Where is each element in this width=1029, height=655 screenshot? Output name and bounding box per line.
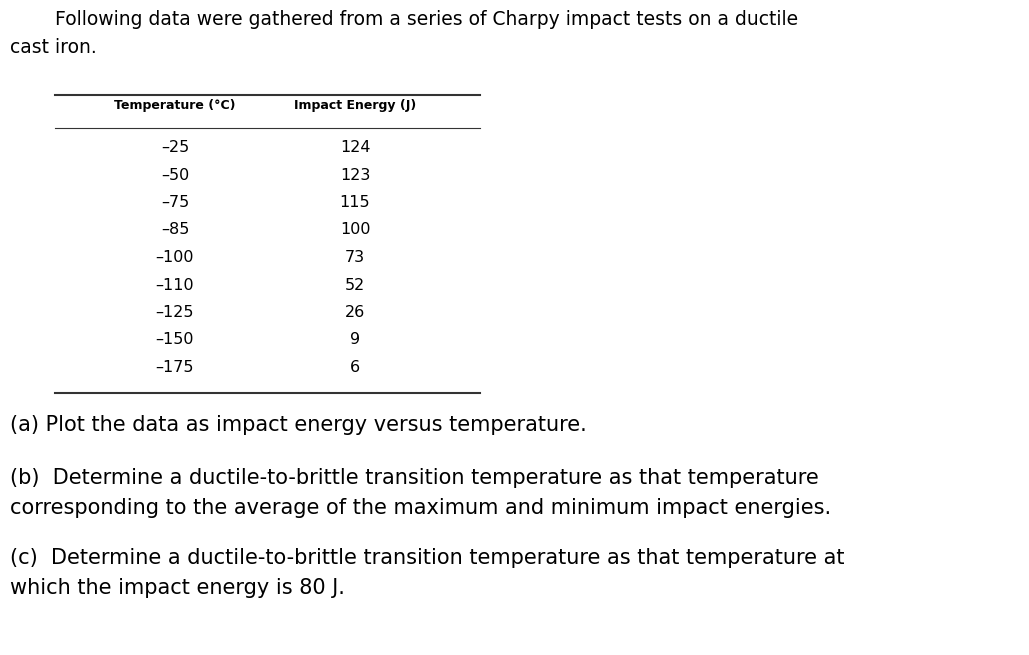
Text: –75: –75 [161,195,189,210]
Text: 9: 9 [350,333,360,348]
Text: –125: –125 [155,305,194,320]
Text: 6: 6 [350,360,360,375]
Text: 115: 115 [340,195,370,210]
Text: Following data were gathered from a series of Charpy impact tests on a ductile: Following data were gathered from a seri… [55,10,799,29]
Text: –150: –150 [155,333,194,348]
Text: (c)  Determine a ductile-to-brittle transition temperature as that temperature a: (c) Determine a ductile-to-brittle trans… [10,548,845,568]
Text: –175: –175 [155,360,194,375]
Text: –25: –25 [161,140,189,155]
Text: corresponding to the average of the maximum and minimum impact energies.: corresponding to the average of the maxi… [10,498,831,518]
Text: Impact Energy (J): Impact Energy (J) [294,99,416,112]
Text: –100: –100 [155,250,194,265]
Text: –110: –110 [155,278,194,293]
Text: 52: 52 [345,278,365,293]
Text: 123: 123 [340,168,370,183]
Text: (b)  Determine a ductile-to-brittle transition temperature as that temperature: (b) Determine a ductile-to-brittle trans… [10,468,819,488]
Text: 73: 73 [345,250,365,265]
Text: (a) Plot the data as impact energy versus temperature.: (a) Plot the data as impact energy versu… [10,415,587,435]
Text: 26: 26 [345,305,365,320]
Text: –50: –50 [161,168,189,183]
Text: cast iron.: cast iron. [10,38,97,57]
Text: 100: 100 [340,223,370,238]
Text: Temperature (°C): Temperature (°C) [114,99,236,112]
Text: which the impact energy is 80 J.: which the impact energy is 80 J. [10,578,345,598]
Text: –85: –85 [161,223,189,238]
Text: 124: 124 [340,140,370,155]
